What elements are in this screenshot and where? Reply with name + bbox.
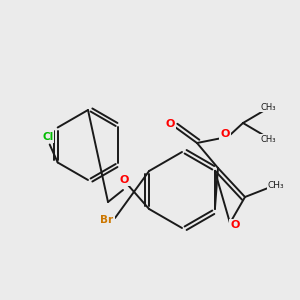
Text: O: O (165, 119, 175, 129)
Text: CH₃: CH₃ (260, 103, 276, 112)
Text: O: O (119, 175, 129, 185)
Text: O: O (230, 220, 240, 230)
Text: CH₃: CH₃ (268, 182, 284, 190)
Text: Br: Br (100, 215, 114, 225)
Text: O: O (220, 129, 230, 139)
Text: Cl: Cl (42, 131, 53, 142)
Text: CH₃: CH₃ (260, 134, 276, 143)
